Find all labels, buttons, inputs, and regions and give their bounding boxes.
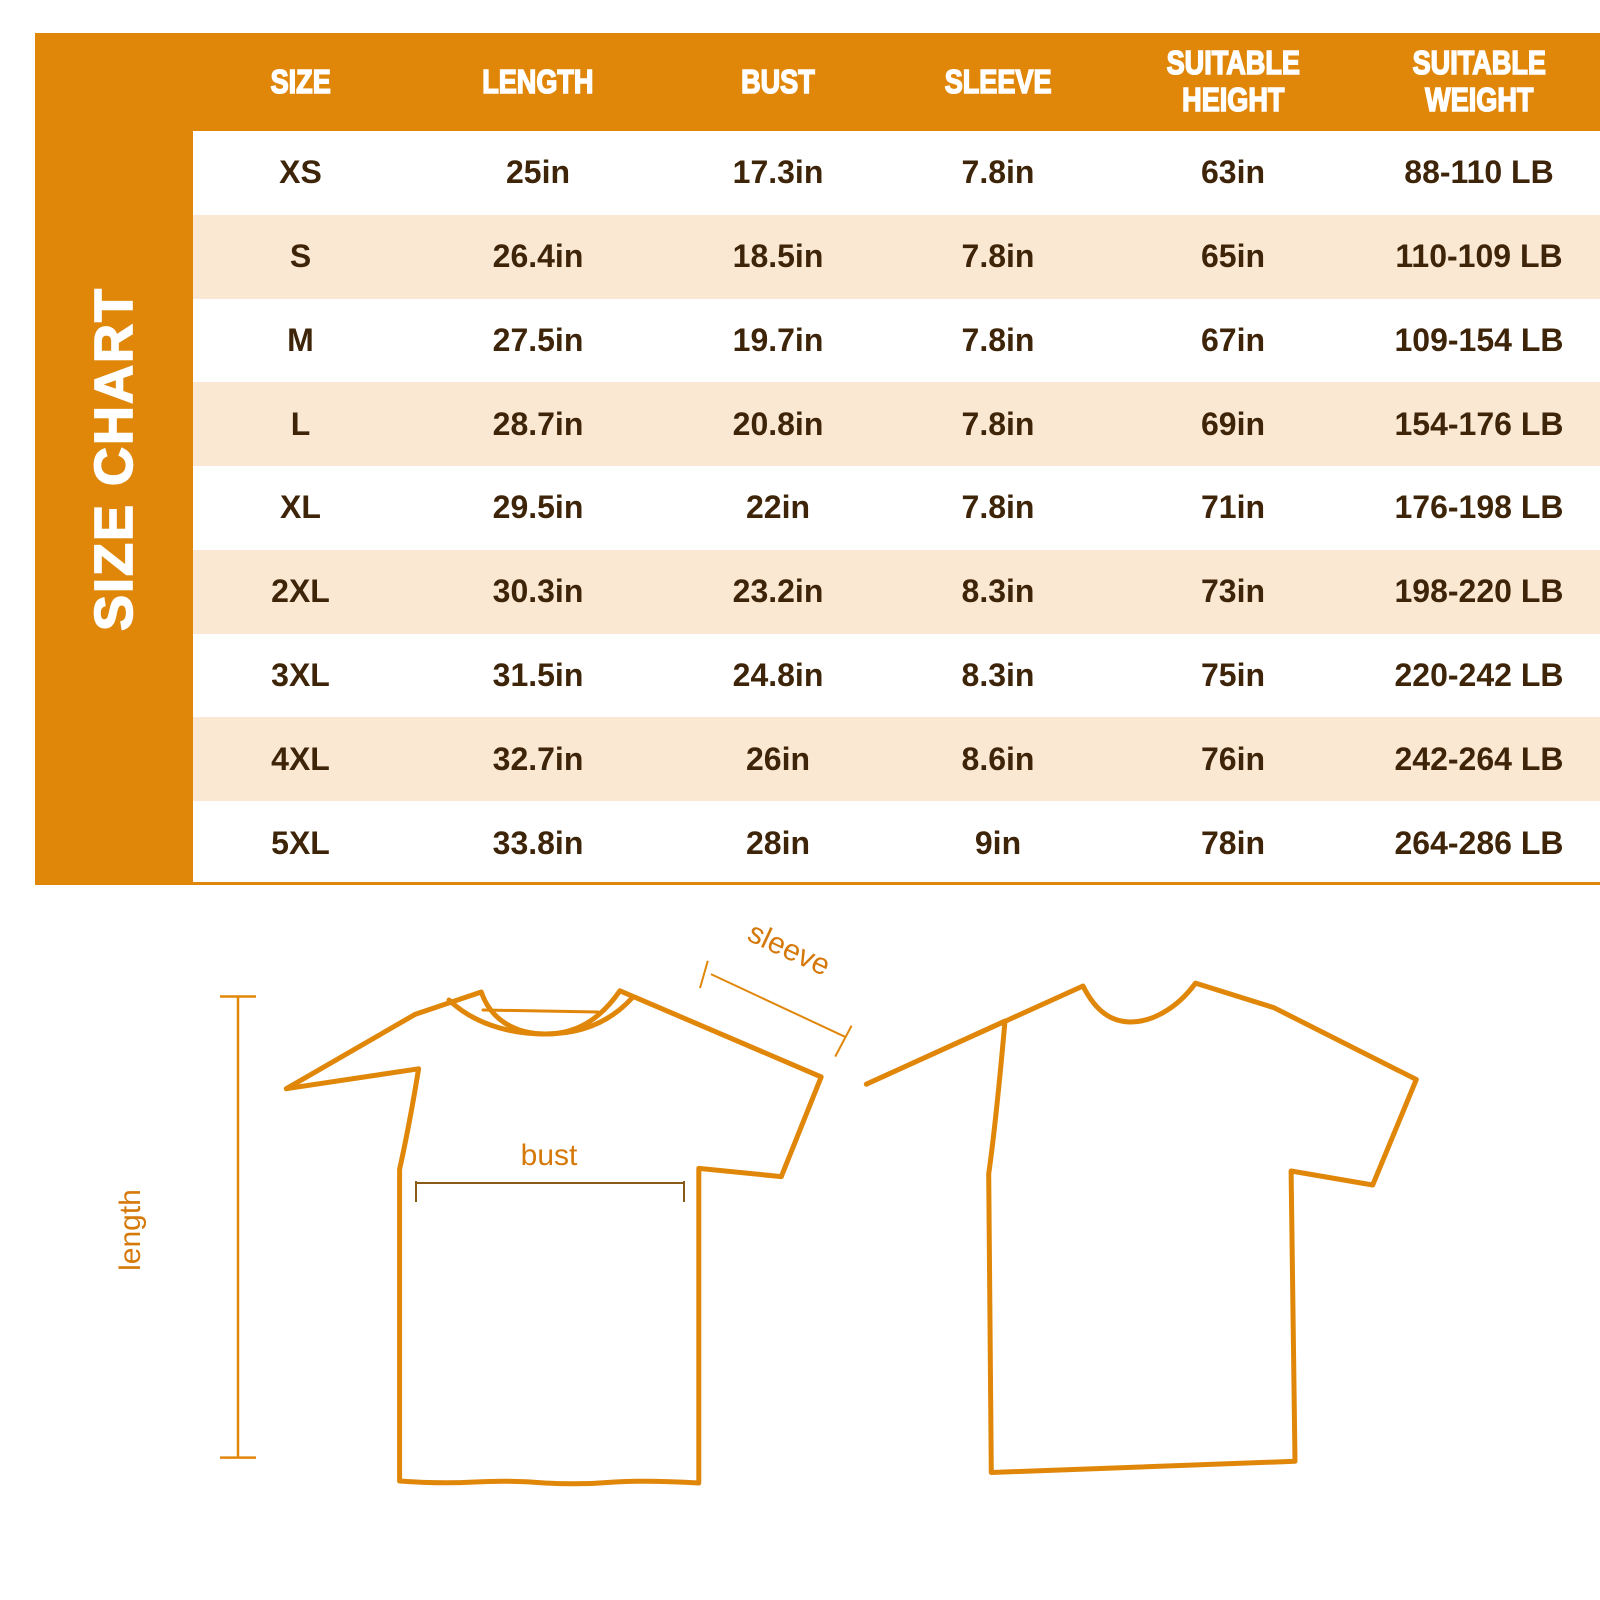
svg-text:sleeve: sleeve bbox=[743, 916, 836, 983]
svg-text:bust: bust bbox=[521, 1139, 578, 1172]
svg-text:length: length bbox=[114, 1189, 147, 1271]
